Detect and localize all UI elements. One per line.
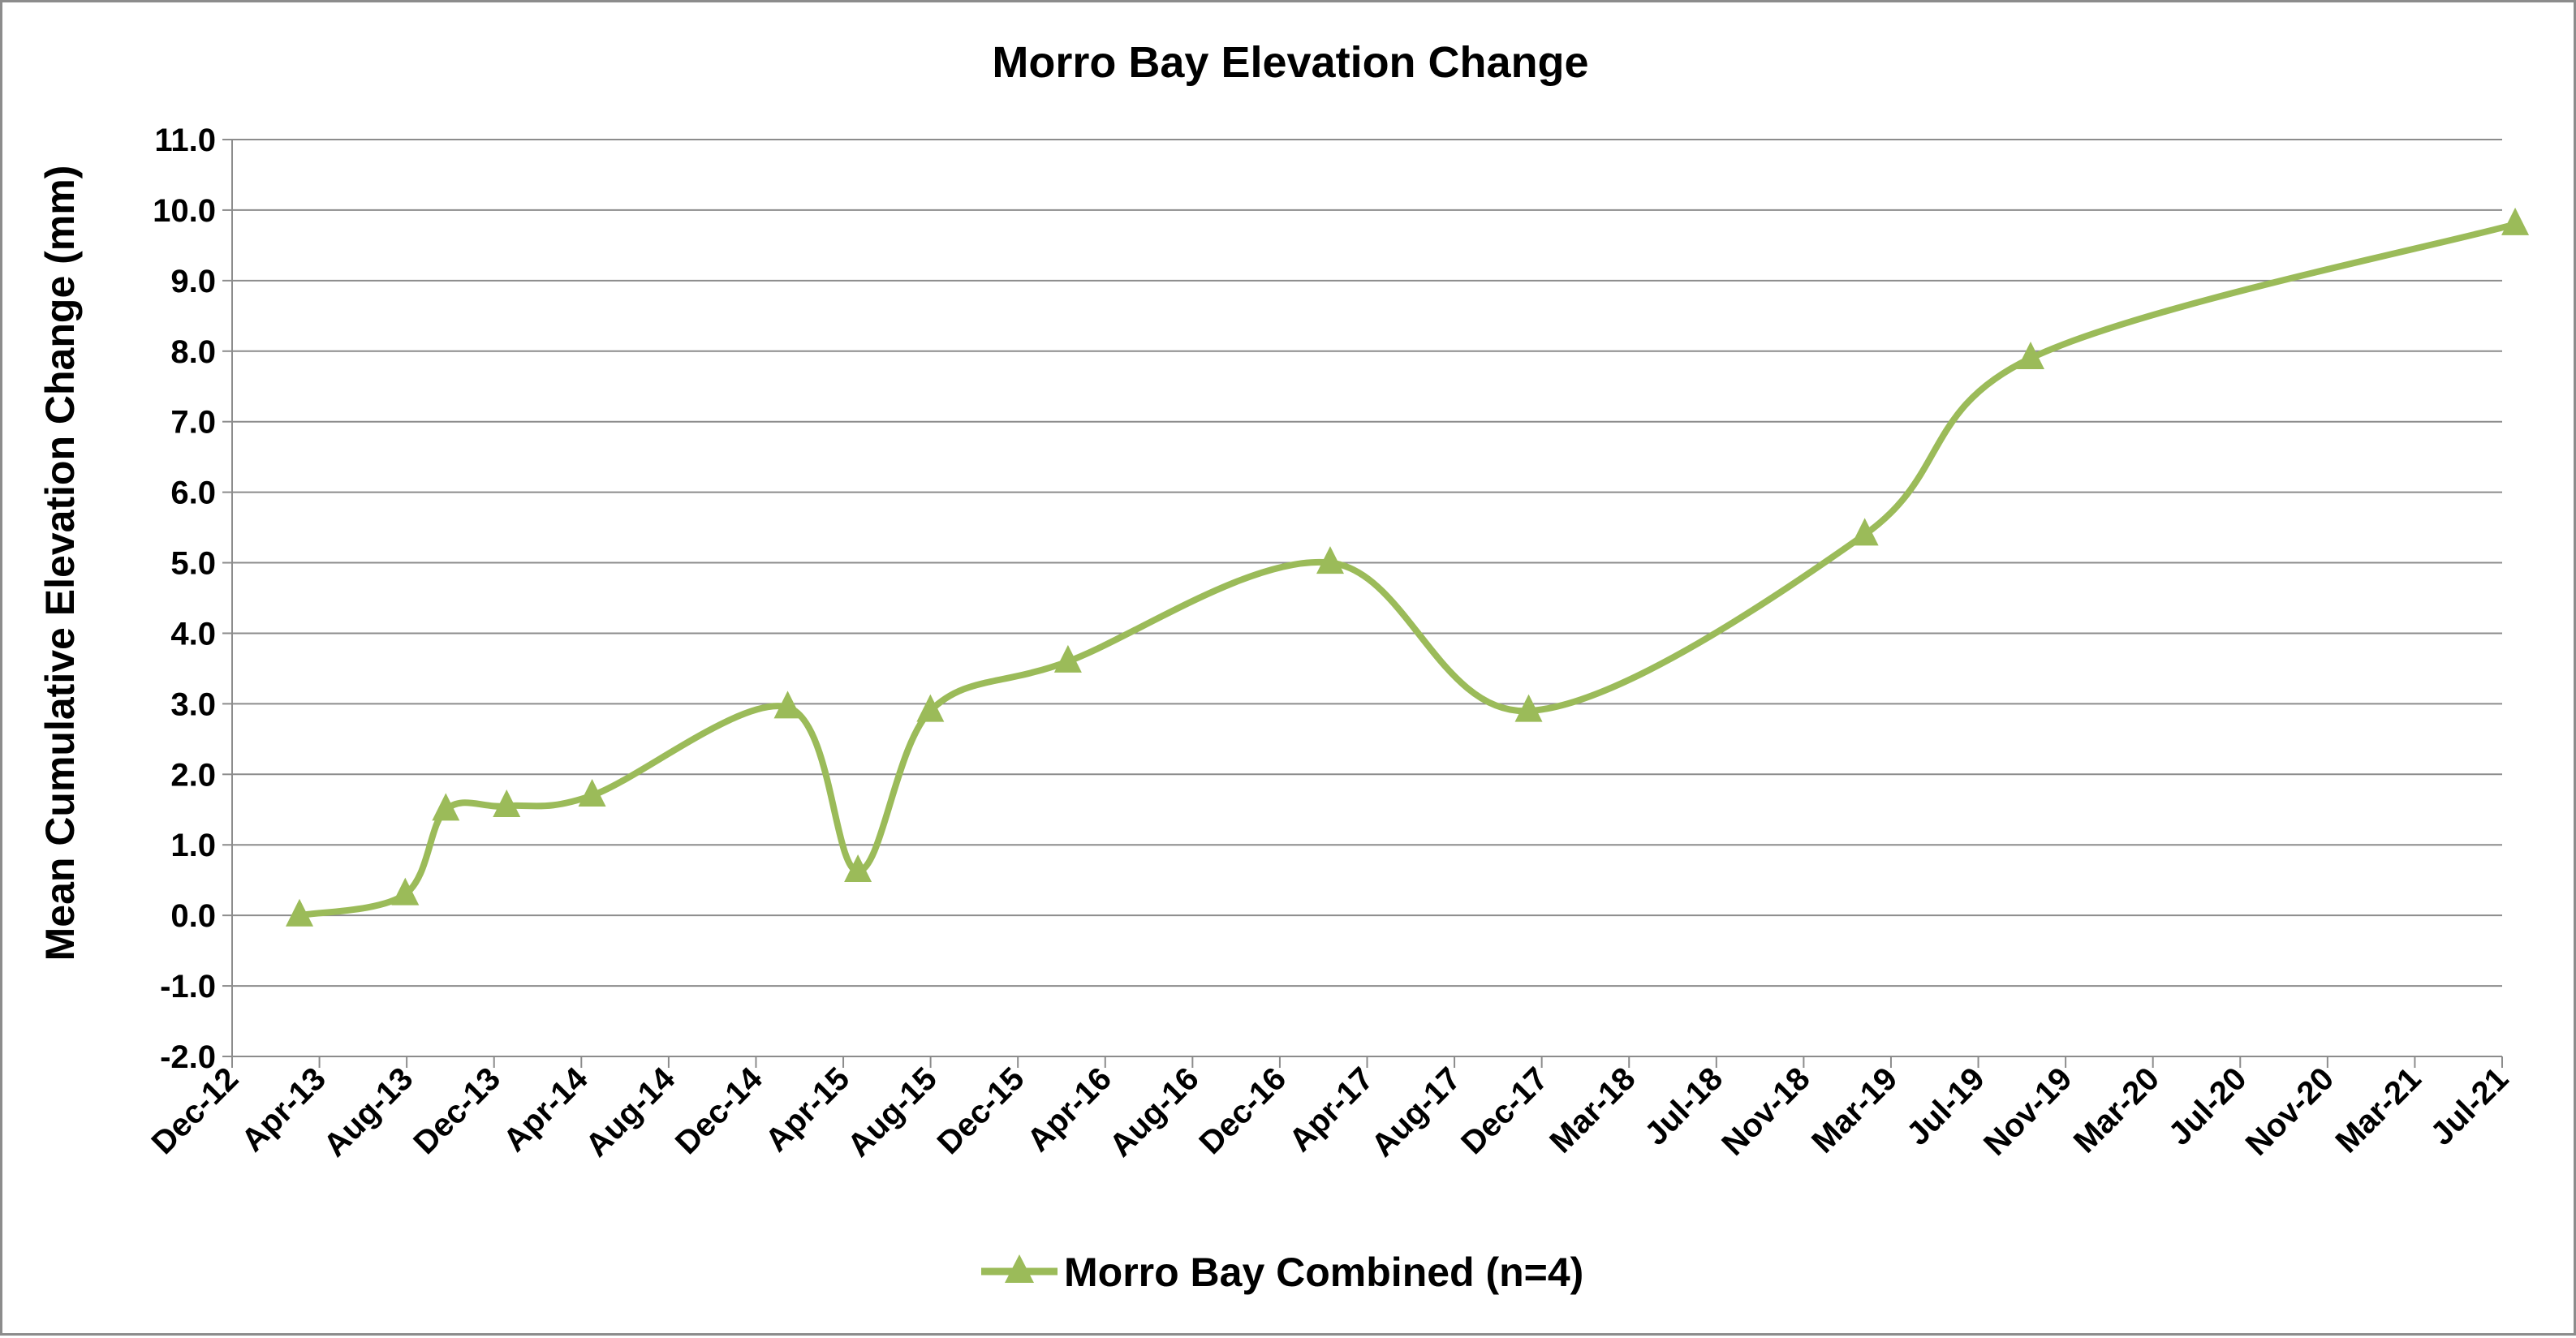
y-tick-label: 6.0 (170, 475, 216, 511)
data-point-marker (1316, 546, 1344, 574)
y-tick-label: 7.0 (170, 405, 216, 441)
data-point-marker (285, 898, 313, 927)
data-point-marker (493, 789, 521, 818)
x-tick-label: Apr-13 (235, 1061, 333, 1159)
data-point-marker (1514, 694, 1543, 722)
y-tick-label: 11.0 (154, 123, 216, 158)
x-tick-label: Apr-17 (1282, 1061, 1381, 1159)
x-tick-label: Mar-18 (1543, 1061, 1642, 1159)
chart-title: Morro Bay Elevation Change (992, 38, 1588, 87)
x-tick-label: Dec-16 (1192, 1061, 1293, 1161)
gridlines (232, 139, 2502, 1057)
x-tick-label: Nov-20 (2239, 1061, 2341, 1162)
x-tick-label: Dec-12 (144, 1061, 245, 1161)
x-tick-label: Mar-21 (2328, 1061, 2427, 1159)
y-tick-label: 4.0 (170, 616, 216, 652)
plot-area (285, 207, 2530, 927)
legend: Morro Bay Combined (n=4) (981, 1250, 1583, 1295)
x-tick-label: Mar-20 (2067, 1061, 2166, 1159)
x-tick-label: Dec-17 (1454, 1061, 1555, 1161)
y-tick-label: 0.0 (170, 898, 216, 934)
y-tick-label: 5.0 (170, 546, 216, 582)
x-tick-label: Aug-14 (579, 1061, 683, 1164)
x-tick-label: Aug-15 (841, 1061, 944, 1164)
y-tick-label: 10.0 (153, 193, 216, 229)
y-tick-label: 9.0 (170, 264, 216, 299)
x-tick-label: Dec-13 (407, 1061, 507, 1161)
x-tick-label: Mar-19 (1805, 1061, 1904, 1159)
data-point-marker (1053, 644, 1082, 673)
data-point-marker (916, 694, 945, 722)
data-point-marker (1850, 518, 1879, 546)
data-point-marker (2501, 207, 2530, 235)
data-point-marker (2017, 342, 2045, 370)
x-tick-label: Nov-19 (1977, 1061, 2078, 1162)
series-line (299, 221, 2517, 919)
x-tick-label: Dec-14 (669, 1061, 769, 1161)
y-tick-label: -1.0 (160, 969, 216, 1005)
x-tick-label: Apr-14 (497, 1061, 595, 1159)
y-tick-label: 3.0 (170, 686, 216, 722)
x-tick-label: Jul-21 (2424, 1061, 2516, 1152)
x-tick-label: Nov-18 (1715, 1061, 1816, 1162)
data-point-marker (578, 778, 606, 807)
data-point-marker (391, 877, 420, 906)
y-tick-label: 1.0 (170, 828, 216, 863)
y-tick-label: -2.0 (160, 1039, 216, 1075)
legend-marker-swatch (1005, 1254, 1034, 1283)
x-tick-label: Dec-15 (931, 1061, 1032, 1161)
axes (231, 140, 2502, 1057)
y-tick-label: 2.0 (170, 757, 216, 793)
x-tick-label: Aug-17 (1364, 1061, 1467, 1164)
x-tick-label: Aug-16 (1103, 1061, 1206, 1164)
y-axis-ticks: -2.0 -1.0 0.0 1.0 2.0 3.0 4.0 5.0 6.0 7.0 8.0 9.0 10… (153, 123, 232, 1075)
data-point-marker (432, 793, 460, 821)
y-axis-title: Mean Cumulative Elevation Change (mm) (37, 166, 83, 962)
y-tick-label: 8.0 (170, 334, 216, 370)
x-tick-label: Apr-15 (759, 1061, 857, 1159)
x-axis-ticks: Dec-12Apr-13Aug-13Dec-13Apr-14Aug-14Dec-… (144, 1056, 2515, 1164)
legend-label: Morro Bay Combined (n=4) (1064, 1250, 1583, 1295)
data-point-marker (844, 854, 872, 882)
data-point-marker (773, 691, 802, 719)
x-tick-label: Aug-13 (317, 1061, 420, 1164)
x-tick-label: Apr-16 (1020, 1061, 1118, 1159)
